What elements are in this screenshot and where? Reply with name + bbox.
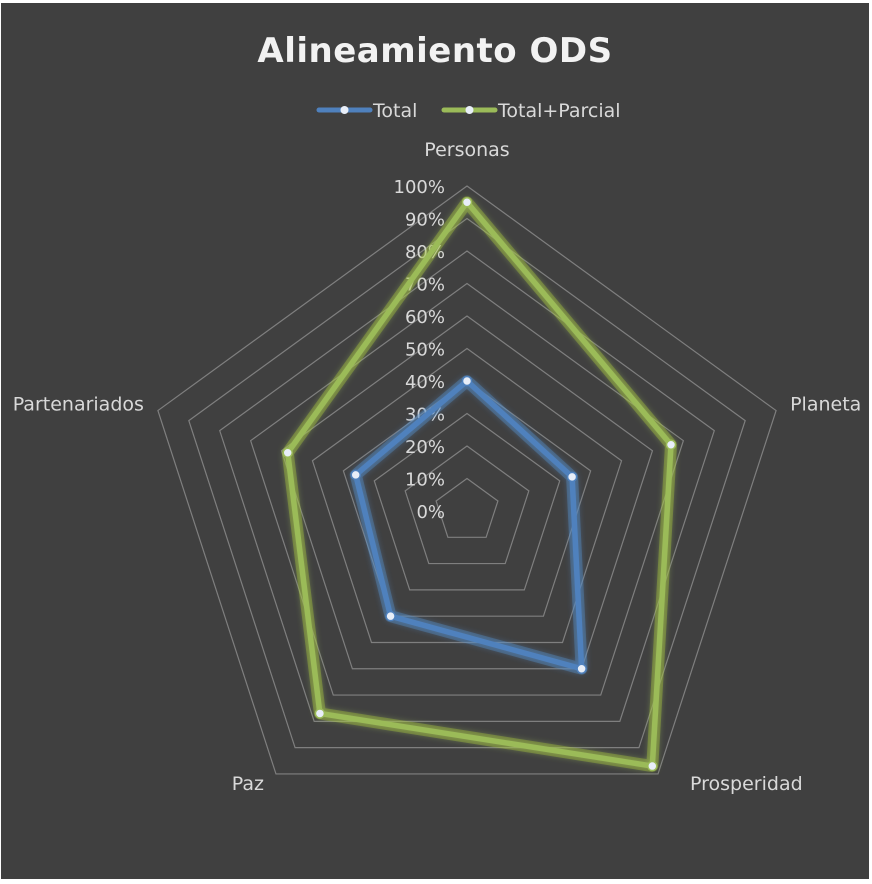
radial-tick-label: 10% <box>405 470 445 491</box>
grid-ring <box>404 445 530 565</box>
category-label-prosperidad: Prosperidad <box>690 773 803 795</box>
legend-swatch-marker <box>465 106 474 114</box>
category-label-partenariados: Partenariados <box>13 394 144 416</box>
radar-chart: 0%10%20%30%40%50%60%70%80%90%100% Person… <box>13 100 862 795</box>
radial-tick-label: 40% <box>405 372 445 393</box>
data-point-paz <box>385 610 396 622</box>
grid-ring <box>435 477 499 538</box>
legend-item-0: Total <box>316 100 417 122</box>
data-point-prosperidad <box>647 760 658 772</box>
radial-tick-label: 70% <box>405 275 445 296</box>
grid-ring <box>219 250 715 722</box>
radial-tick-labels: 0%10%20%30%40%50%60%70%80%90%100% <box>394 177 445 523</box>
grid-ring <box>157 185 777 775</box>
series-glow <box>349 375 588 675</box>
data-point-prosperidad <box>576 663 587 675</box>
chart-area: Alineamiento ODS 0% 10% 20% 30% 40% 50% 60% 70%… <box>1 3 869 879</box>
legend-item-1: Total+Parcial <box>441 100 621 122</box>
data-point-paz <box>314 708 326 719</box>
chart-title: Alineamiento ODS <box>257 31 613 71</box>
data-point-personas <box>461 197 473 208</box>
legend: Total Total+Parcial <box>316 100 621 122</box>
grid-ring <box>342 380 592 617</box>
radial-tick-label: 20% <box>405 437 445 458</box>
grid-ring <box>280 315 654 670</box>
data-point-partenariados <box>350 469 361 481</box>
grid-ring <box>311 347 623 644</box>
data-point-planeta <box>665 439 677 450</box>
radial-tick-label: 90% <box>405 210 445 231</box>
category-label-paz: Paz <box>232 773 264 795</box>
category-labels: Personas Planeta Prosperidad Paz Partenariad… <box>13 139 862 795</box>
series-line <box>284 199 674 769</box>
radar-grid <box>157 185 777 775</box>
radial-tick-label: 50% <box>405 340 445 361</box>
legend-label: Total+Parcial <box>497 100 621 122</box>
grid-ring <box>373 412 561 591</box>
radial-tick-label: 100% <box>394 177 445 198</box>
category-label-planeta: Planeta <box>790 394 861 416</box>
grid-ring <box>188 217 746 749</box>
data-point-personas <box>461 375 473 387</box>
series-1 <box>281 196 678 773</box>
series-layer <box>281 196 678 773</box>
data-point-partenariados <box>282 447 293 459</box>
data-point-planeta <box>566 471 578 483</box>
category-label-personas: Personas <box>424 139 509 161</box>
radial-tick-label: 60% <box>405 307 445 328</box>
legend-swatch-marker <box>340 106 349 114</box>
legend-label: Total <box>372 100 417 122</box>
series-line <box>352 378 585 672</box>
radial-tick-label: 0% <box>416 502 445 523</box>
series-0 <box>349 375 588 675</box>
